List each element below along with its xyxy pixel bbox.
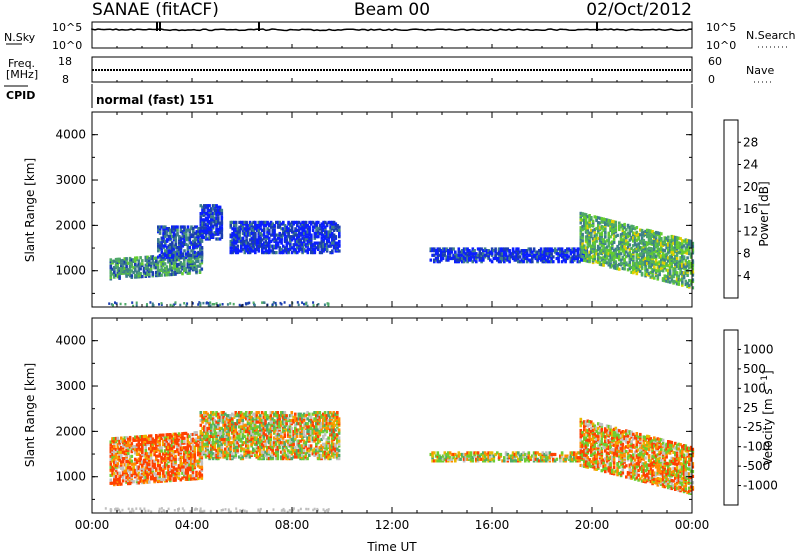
velocity-colorbar-label: Velocity [m s−1] — [760, 370, 775, 465]
power-colorbar-tick-label: 16 — [743, 202, 758, 216]
power-region-1 — [157, 225, 204, 259]
y-tick-label: 2000 — [55, 218, 86, 232]
freq-tick-right-top: 60 — [708, 55, 722, 68]
velocity-x-axis: 00:00 04:00 08:00 12:00 16:00 20:00 00:00 — [75, 318, 710, 532]
power-colorbar-tick-label: 24 — [743, 158, 758, 172]
y-tick-label: 4000 — [55, 334, 86, 348]
power-x-axis — [91, 112, 693, 307]
freq-tick-left-bottom: 8 — [62, 73, 69, 86]
power-colorbar: 28 24 20 16 12 8 4 Power [dB] — [723, 119, 771, 299]
velocity-region-2 — [429, 451, 588, 463]
power-region-3 — [229, 220, 341, 255]
x-tick-label: 08:00 — [275, 518, 310, 532]
power-colorbar-tick-label: 28 — [743, 135, 758, 149]
nave-label: Nave — [746, 64, 774, 77]
y-tick-label: 4000 — [55, 128, 86, 142]
power-y-label: Slant Range [km] — [23, 158, 37, 262]
power-colorbar-tick-label: 4 — [743, 269, 751, 283]
title-left: SANAE (fitACF) — [92, 0, 219, 20]
y-tick-label: 1000 — [55, 470, 86, 484]
velocity-colorbar: 1000 500 100 25 -25 -100 -500 -1000 Velocity [m… — [723, 329, 778, 506]
velocity-colorbar-tick-label: -500 — [743, 459, 770, 473]
nsky-strip: N.Sky 10^5 10^0 10^5 10^0 N.Search — [4, 21, 796, 82]
power-panel: 1000 2000 3000 4000 Slant Range [km] — [23, 111, 695, 308]
title-center: Beam 00 — [354, 0, 430, 20]
nsearch-label: N.Search — [746, 29, 796, 42]
velocity-colorbar-tick-label: 500 — [743, 362, 766, 376]
freq-strip: Freq. [MHz] 18 8 60 0 Nave — [6, 55, 774, 86]
y-tick-label: 1000 — [55, 264, 86, 278]
velocity-y-axis: 1000 2000 3000 4000 — [55, 334, 692, 500]
velocity-y-label: Slant Range [km] — [23, 363, 37, 467]
velocity-colorbar-tick-label: -25 — [743, 420, 763, 434]
velocity-ground-scatter — [104, 507, 330, 514]
y-tick-label: 2000 — [55, 424, 86, 438]
velocity-heatmap — [104, 411, 695, 514]
velocity-colorbar-tick-label: -1000 — [743, 479, 778, 493]
cpid-text: normal (fast) 151 — [96, 93, 214, 107]
nsky-tick-right-bottom: 10^0 — [706, 39, 736, 52]
power-region-4 — [429, 247, 588, 264]
velocity-colorbar-tick-label: 100 — [743, 381, 766, 395]
velocity-colorbar-tick-label: -100 — [743, 440, 770, 454]
cpid-label: CPID — [6, 89, 35, 102]
nsky-tick-left-bottom: 10^0 — [52, 39, 82, 52]
power-region-2 — [199, 204, 224, 241]
nsky-tick-left-top: 10^5 — [52, 21, 82, 34]
power-colorbar-tick-label: 12 — [743, 224, 758, 238]
velocity-colorbar-tick-label: 25 — [743, 401, 758, 415]
power-colorbar-label: Power [dB] — [757, 181, 771, 246]
velocity-colorbar-tick-label: 1000 — [743, 342, 774, 356]
nsky-series-line — [91, 22, 693, 32]
title-right: 02/Oct/2012 — [586, 0, 692, 20]
freq-label-top: Freq. — [8, 57, 35, 70]
velocity-x-label: Time UT — [366, 540, 417, 554]
nsky-tick-right-top: 10^5 — [706, 21, 736, 34]
y-tick-label: 3000 — [55, 173, 86, 187]
x-tick-label: 00:00 — [75, 518, 110, 532]
power-colorbar-tick-label: 20 — [743, 180, 758, 194]
x-tick-label: 00:00 — [675, 518, 710, 532]
cpid-strip: CPID normal (fast) 151 — [4, 84, 693, 108]
freq-tick-right-bottom: 0 — [708, 73, 715, 86]
power-heatmap — [108, 204, 695, 308]
freq-label-bottom: [MHz] — [6, 68, 38, 81]
freq-tick-left-top: 18 — [58, 55, 72, 68]
x-tick-label: 20:00 — [575, 518, 610, 532]
x-tick-label: 16:00 — [475, 518, 510, 532]
nsky-label: N.Sky — [4, 31, 36, 44]
power-y-axis: 1000 2000 3000 4000 — [55, 128, 692, 294]
power-colorbar-tick-label: 8 — [743, 247, 751, 261]
power-ground-scatter — [108, 301, 330, 308]
y-tick-label: 3000 — [55, 379, 86, 393]
x-tick-label: 12:00 — [375, 518, 410, 532]
x-tick-label: 04:00 — [175, 518, 210, 532]
velocity-region-3 — [579, 417, 695, 495]
power-region-5 — [579, 211, 695, 290]
velocity-region-0 — [109, 431, 204, 487]
velocity-region-1 — [199, 411, 341, 461]
